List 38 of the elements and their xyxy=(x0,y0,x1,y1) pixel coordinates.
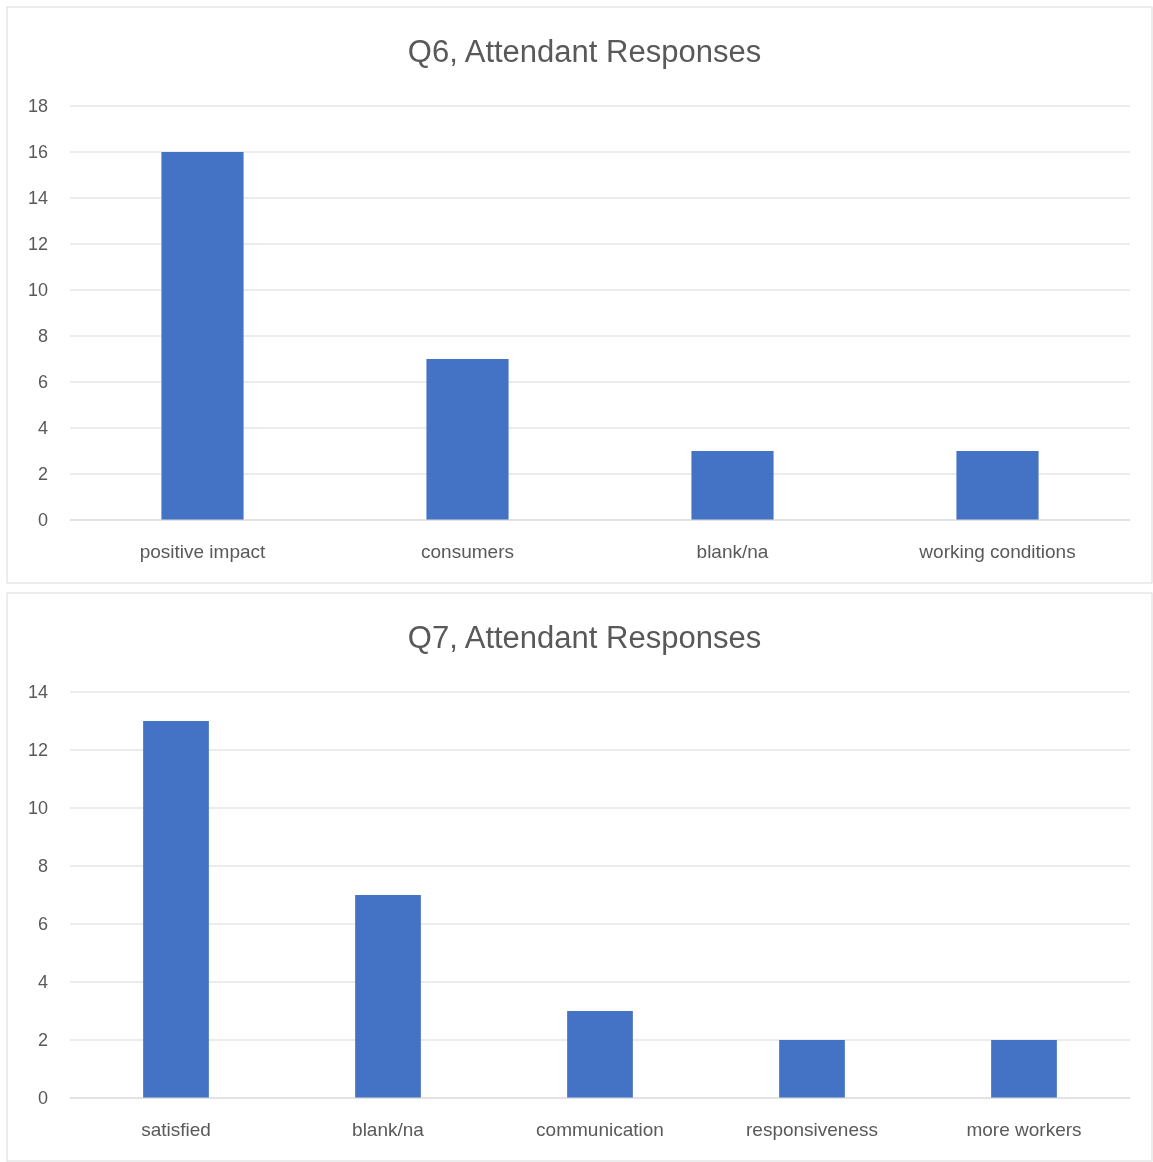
x-tick-label: more workers xyxy=(966,1119,1082,1140)
x-tick-label: responsiveness xyxy=(745,1119,879,1140)
bar xyxy=(567,1011,633,1098)
bar xyxy=(161,152,244,520)
x-tick-label: positive impact xyxy=(139,541,267,562)
y-tick-label: 16 xyxy=(27,142,48,163)
chart-title: Q7, Attendant Responses xyxy=(407,620,762,655)
x-tick-label: blank/na xyxy=(696,541,769,562)
y-tick-label: 4 xyxy=(37,972,48,993)
x-tick-label: satisfied xyxy=(141,1119,211,1140)
bar xyxy=(426,359,509,520)
bar xyxy=(143,721,209,1098)
x-tick-label: working conditions xyxy=(918,541,1076,562)
bar xyxy=(779,1040,845,1098)
y-tick-label: 0 xyxy=(37,1088,48,1109)
bar xyxy=(355,895,421,1098)
y-tick-label: 2 xyxy=(37,464,48,485)
bar xyxy=(991,1040,1057,1098)
y-tick-label: 18 xyxy=(27,96,48,117)
y-tick-label: 12 xyxy=(27,234,48,255)
y-tick-label: 2 xyxy=(37,1030,48,1051)
y-tick-label: 8 xyxy=(37,326,48,347)
bar xyxy=(691,451,774,520)
chart-title: Q6, Attendant Responses xyxy=(407,34,762,69)
x-tick-label: consumers xyxy=(421,541,514,562)
y-tick-label: 10 xyxy=(27,798,48,819)
y-tick-label: 14 xyxy=(27,682,48,703)
bar xyxy=(956,451,1039,520)
y-tick-label: 6 xyxy=(37,914,48,935)
y-tick-label: 4 xyxy=(37,418,48,439)
x-tick-label: communication xyxy=(536,1119,664,1140)
x-tick-label: blank/na xyxy=(352,1119,425,1140)
y-tick-label: 6 xyxy=(37,372,48,393)
y-tick-label: 10 xyxy=(27,280,48,301)
y-tick-label: 14 xyxy=(27,188,48,209)
y-tick-label: 8 xyxy=(37,856,48,877)
y-tick-label: 12 xyxy=(27,740,48,761)
y-tick-label: 0 xyxy=(37,510,48,531)
